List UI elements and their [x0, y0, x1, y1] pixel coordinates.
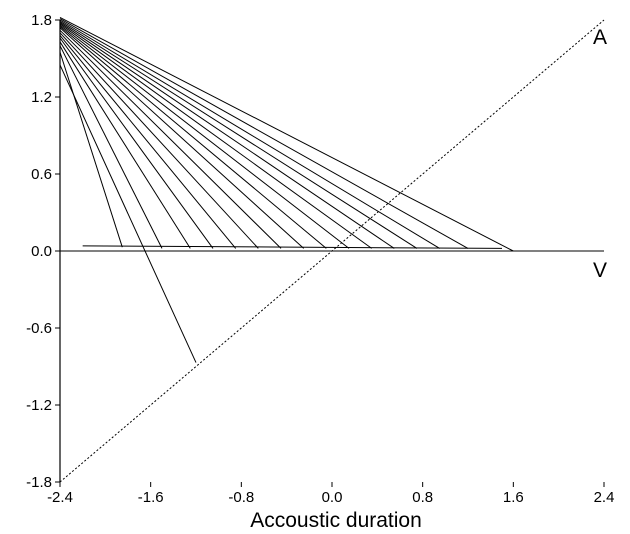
y-tick-label: -1.8 [26, 474, 52, 491]
series-line-8 [59, 29, 282, 249]
x-tick-label: 2.4 [594, 489, 615, 506]
series-line-2 [59, 51, 123, 248]
x-tick-label: -2.4 [47, 489, 73, 506]
line-label-v: V [593, 259, 607, 282]
series-line-5 [59, 37, 214, 249]
series-line-13 [59, 22, 395, 249]
series-line-10 [59, 26, 327, 249]
y-tick-label: -1.2 [26, 397, 52, 414]
series-line-1 [59, 64, 197, 363]
series-line-15 [59, 19, 440, 249]
x-tick-label: -0.8 [228, 489, 254, 506]
x-tick-label: 0.0 [322, 489, 343, 506]
x-tick-label: 1.6 [503, 489, 524, 506]
series-line-17 [59, 16, 514, 252]
x-tick-label: -1.6 [138, 489, 164, 506]
labels-layer: 1.8 1.2 0.6 0.0 -0.6 -1.2 -1.8-2.4 -1.6 -0.8 0.0 0… [26, 12, 614, 506]
series-line-3 [59, 45, 163, 249]
baseline-segment [82, 245, 503, 249]
series-line-4 [59, 41, 191, 249]
series-line-14 [59, 20, 418, 249]
series-line-16 [59, 18, 469, 249]
x-axis-title: Accoustic duration [250, 509, 422, 532]
y-tick-label: 1.8 [31, 12, 52, 29]
series-line-7 [59, 32, 259, 249]
y-tick-label: 1.2 [31, 89, 52, 106]
series-line-9 [59, 27, 305, 249]
series-line-6 [59, 35, 237, 249]
x-tick-label: 0.8 [412, 489, 433, 506]
series-line-11 [59, 24, 350, 249]
y-tick-label: -0.6 [26, 320, 52, 337]
series-line-12 [59, 23, 372, 249]
y-tick-label: 0.6 [31, 166, 52, 183]
y-tick-label: 0.0 [31, 243, 52, 260]
line-label-a: A [593, 26, 607, 49]
series-layer [59, 16, 605, 483]
